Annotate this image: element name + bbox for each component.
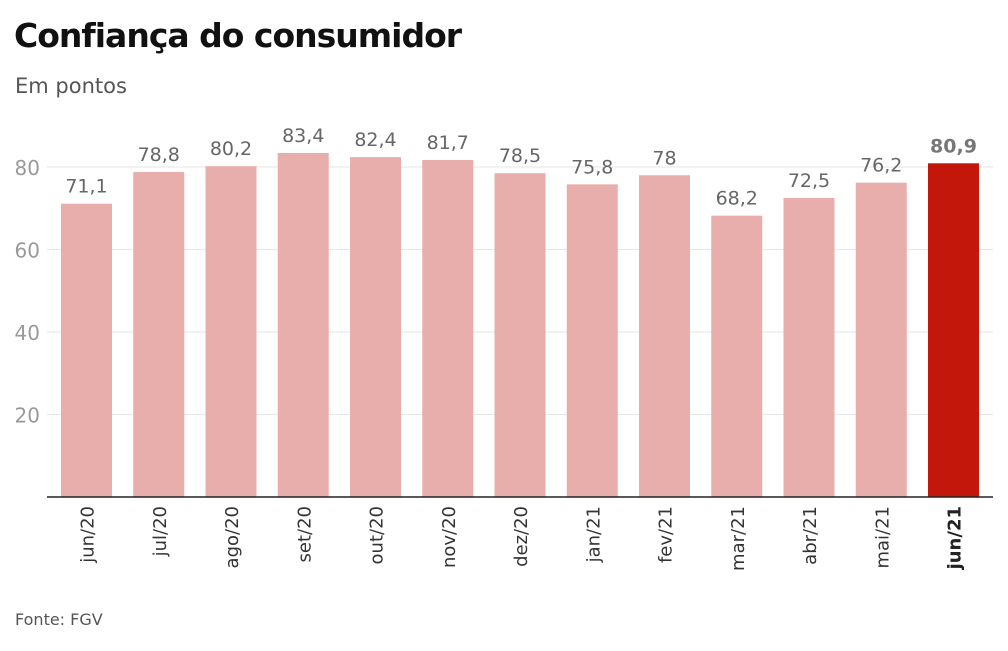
bar [783, 197, 835, 497]
bar [350, 157, 401, 497]
data-label: 80,9 [930, 135, 977, 157]
x-tick-label: dez/20 [511, 506, 532, 567]
x-tick-label: jun/21 [945, 506, 966, 570]
data-label: 80,2 [210, 138, 252, 160]
bar [494, 173, 546, 497]
bar [205, 166, 257, 498]
data-label: 72,5 [788, 170, 830, 192]
bar [566, 184, 618, 497]
x-tick-label: set/20 [294, 506, 315, 562]
data-label: 78,8 [138, 144, 180, 166]
data-label: 78,5 [499, 145, 541, 167]
x-tick-label: nov/20 [439, 506, 460, 568]
x-tick-label: jul/20 [150, 506, 171, 557]
bar [277, 152, 329, 497]
data-label: 68,2 [716, 188, 758, 210]
y-tick-label: 80 [15, 156, 40, 180]
data-label: 82,4 [354, 129, 396, 151]
bar [639, 175, 690, 497]
bar [61, 203, 112, 497]
bar [711, 215, 763, 498]
y-tick-label: 20 [15, 404, 40, 428]
bar [855, 182, 907, 498]
chart-source: Fonte: FGV [15, 610, 103, 629]
data-label: 75,8 [571, 156, 613, 178]
x-tick-label: fev/21 [656, 506, 677, 563]
chart-title: Confiança do consumidor [14, 16, 462, 55]
bar [133, 171, 185, 497]
y-tick-label: 40 [15, 321, 40, 345]
x-tick-label: jun/20 [78, 506, 99, 564]
x-tick-label: mar/21 [728, 506, 749, 571]
x-tick-label: out/20 [367, 506, 388, 564]
data-label: 81,7 [427, 132, 469, 154]
data-label: 78 [652, 147, 676, 169]
x-tick-label: jan/21 [583, 506, 604, 563]
x-tick-label: abr/21 [800, 506, 821, 565]
x-tick-label: mai/21 [872, 506, 893, 569]
data-label: 76,2 [860, 155, 902, 177]
bar [928, 163, 979, 497]
bar [422, 159, 474, 498]
data-label: 71,1 [65, 176, 107, 198]
chart-subtitle: Em pontos [15, 74, 127, 98]
y-tick-label: 60 [15, 239, 40, 263]
x-tick-label: ago/20 [222, 506, 243, 568]
data-label: 83,4 [282, 125, 324, 147]
